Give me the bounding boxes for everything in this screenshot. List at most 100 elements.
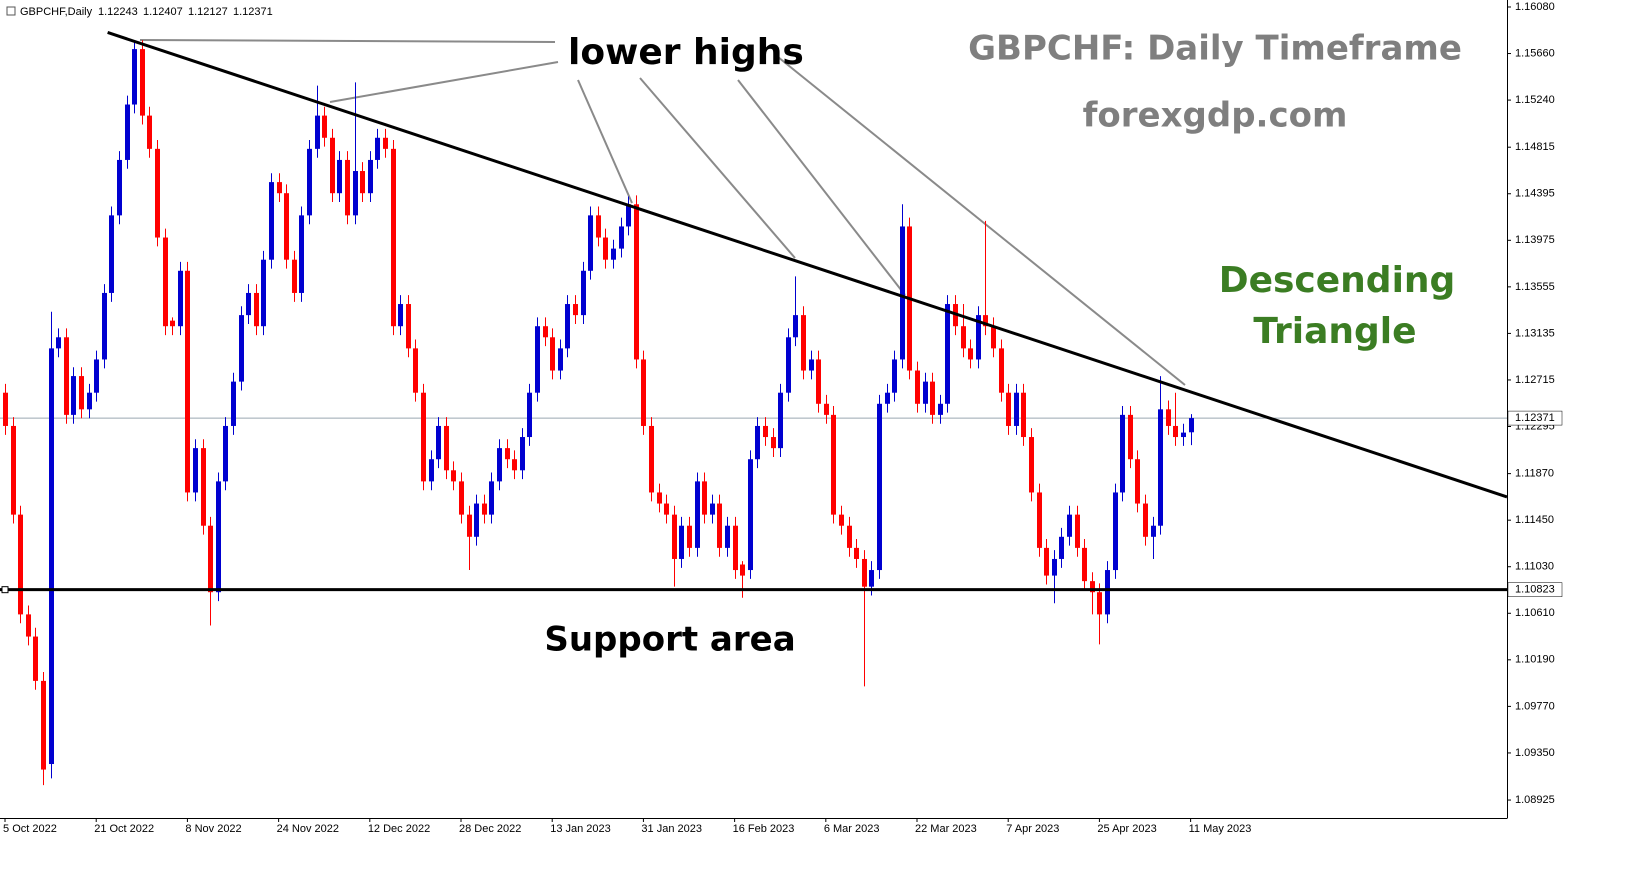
candle-body	[619, 226, 624, 249]
y-tick-label: 1.10190	[1515, 654, 1555, 666]
x-tick-label: 31 Jan 2023	[641, 823, 702, 835]
candle-body	[550, 337, 555, 371]
x-tick-label: 12 Dec 2022	[368, 823, 430, 835]
candle-body	[809, 359, 814, 371]
candle-body	[360, 171, 365, 194]
candle-body	[527, 392, 532, 438]
annotation-support: Support area	[544, 620, 795, 660]
candle-body	[535, 326, 540, 393]
candle-body	[1044, 547, 1049, 576]
candle-body	[672, 514, 677, 559]
x-tick-label: 22 Mar 2023	[915, 823, 977, 835]
candle-body	[885, 392, 890, 404]
candle-body	[307, 148, 312, 216]
candle-body	[733, 525, 738, 571]
x-tick-label: 28 Dec 2022	[459, 823, 521, 835]
x-tick-label: 7 Apr 2023	[1006, 823, 1059, 835]
candle-body	[398, 304, 403, 327]
candle-body	[558, 348, 563, 371]
pointer-line	[577, 79, 633, 204]
candle-body	[930, 381, 935, 415]
candle-body	[1021, 392, 1026, 438]
candle-body	[1097, 592, 1102, 615]
candle-body	[702, 481, 707, 515]
header-low: 1.12127	[188, 6, 228, 18]
candle-body	[793, 315, 798, 338]
candle-body	[383, 137, 388, 149]
candle-body	[193, 448, 198, 493]
candle-body	[976, 315, 981, 360]
candle-body	[406, 304, 411, 349]
candle-body	[641, 359, 646, 426]
candle-body	[588, 215, 593, 271]
candle-body	[915, 370, 920, 404]
x-tick-label: 5 Oct 2022	[3, 823, 57, 835]
candle-body	[1006, 392, 1011, 426]
candle-body	[474, 503, 479, 537]
candle-body	[1173, 425, 1178, 438]
candle-body	[1166, 409, 1171, 426]
candle-body	[824, 403, 829, 415]
candle-body	[1135, 459, 1140, 504]
y-tick-label: 1.13975	[1515, 234, 1555, 246]
candle-body	[11, 425, 16, 515]
candle-body	[1105, 570, 1110, 615]
candle-body	[565, 304, 570, 349]
candle-body	[778, 392, 783, 449]
candle-body	[1181, 432, 1186, 438]
candle-body	[18, 514, 23, 615]
candle-body	[801, 315, 806, 371]
candle-body	[292, 259, 297, 293]
pointer-line	[777, 56, 1186, 386]
candle-body	[581, 270, 586, 316]
candle-body	[33, 636, 38, 681]
candle-body	[170, 320, 175, 327]
x-tick-label: 16 Feb 2023	[733, 823, 795, 835]
candle-body	[231, 381, 236, 426]
x-tick-label: 11 May 2023	[1189, 823, 1252, 835]
candle-body	[786, 337, 791, 393]
annotation-lower-highs: lower highs	[568, 32, 804, 73]
candle-body	[125, 104, 130, 160]
candle-body	[254, 292, 259, 327]
candle-body	[611, 248, 616, 260]
candle-body	[900, 226, 905, 360]
candle-body	[413, 348, 418, 393]
candle-body	[626, 204, 631, 227]
candle-body	[854, 547, 859, 559]
candle-body	[41, 680, 46, 770]
x-tick-label: 8 Nov 2022	[185, 823, 241, 835]
candle-body	[436, 425, 441, 460]
candle-body	[596, 215, 601, 238]
candle-body	[725, 525, 730, 548]
candle-body	[1082, 547, 1087, 582]
candle-body	[178, 270, 183, 327]
candle-body	[216, 481, 221, 593]
candle-body	[695, 481, 700, 548]
candle-body	[983, 315, 988, 327]
candle-body	[603, 237, 608, 260]
candle-body	[512, 459, 517, 471]
current-price-box	[1507, 410, 1563, 426]
candle-body	[185, 270, 190, 493]
candle-body	[679, 525, 684, 559]
candle-body	[353, 171, 358, 216]
candle-body	[816, 359, 821, 404]
candle-body	[79, 376, 84, 410]
candle-body	[634, 204, 639, 360]
candle-body	[755, 425, 760, 460]
candle-body	[223, 425, 228, 482]
candle-body	[208, 525, 213, 593]
candle-body	[1143, 503, 1148, 537]
header: GBPCHF,Daily 1.12243 1.12407 1.12127 1.1…	[6, 6, 273, 18]
y-tick-label: 1.11030	[1515, 561, 1554, 573]
candle-body	[277, 182, 282, 194]
candle-body	[1075, 514, 1080, 548]
candle-body	[26, 614, 31, 637]
candle-body	[315, 115, 320, 149]
candle-body	[284, 193, 289, 260]
candle-body	[429, 459, 434, 482]
y-tick-label: 1.14395	[1515, 188, 1555, 200]
